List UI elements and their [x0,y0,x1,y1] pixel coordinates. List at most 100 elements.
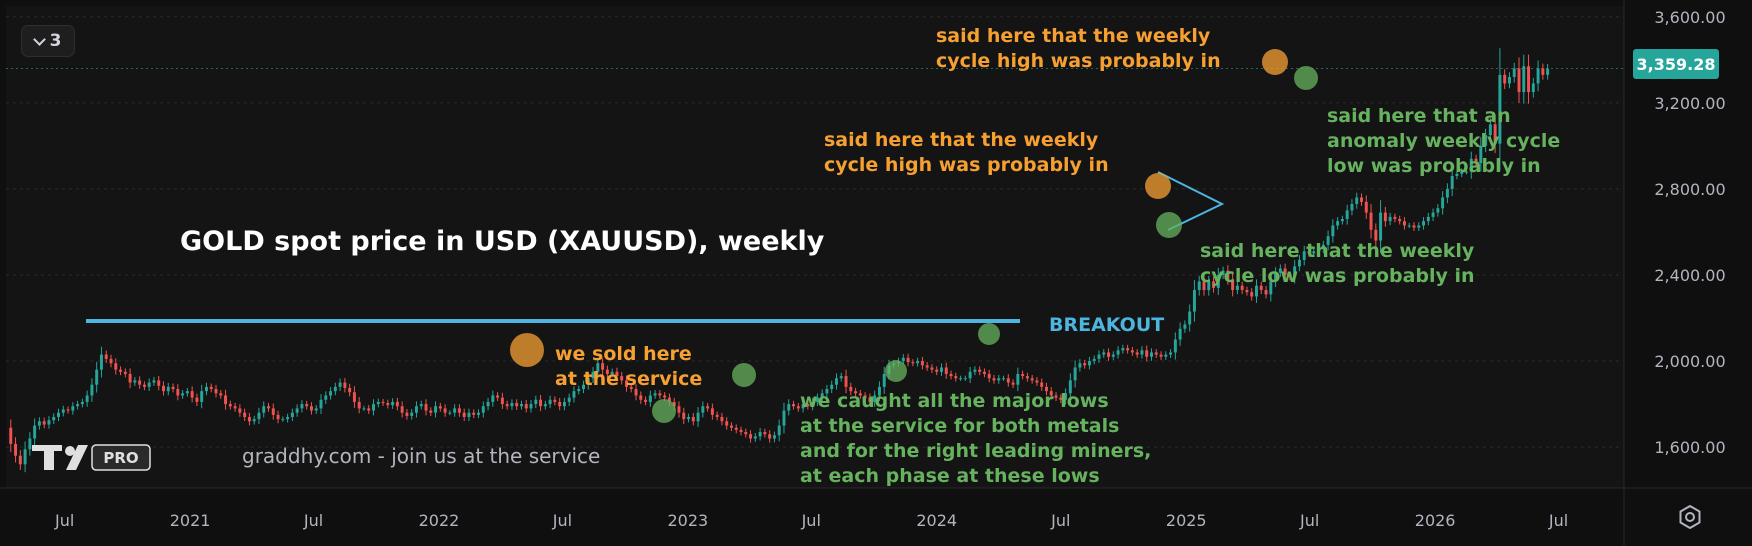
candle-body [1517,68,1521,93]
price-tick-label: 2,800.00 [1654,180,1725,199]
candle-body [400,406,404,413]
candle-body [1145,350,1149,357]
candle-body [753,436,757,439]
candle-body [768,434,772,439]
candle-body [1169,352,1173,355]
candle-body [405,412,409,416]
time-tick-label: Jul [1299,511,1319,530]
candle-body [224,395,228,405]
candle-body [796,406,800,409]
time-tick-label: 2025 [1166,511,1207,530]
candle-body [1417,225,1421,228]
candle-body [906,357,910,363]
candle-body [548,399,552,405]
low-marker [978,323,1000,345]
candle-body [333,386,337,392]
price-tick-label: 3,200.00 [1654,94,1725,113]
time-tick-label: 2026 [1415,511,1456,530]
annotation-cycle-high: said here that the weekly cycle high was … [824,129,1109,176]
candle-body [873,395,877,402]
candle-body [696,412,700,422]
candle-body [462,412,466,417]
candle-body [1064,393,1068,400]
candle-body [825,389,829,394]
candle-body [792,404,796,407]
triangle-pattern [1157,171,1225,231]
candle-body [577,389,581,392]
candle-body [1130,350,1134,353]
candle-body [1507,77,1511,84]
candle-body [443,408,447,413]
candle-body [119,369,123,372]
candle-body [772,435,776,439]
candle-body [52,416,56,421]
candle-body [1527,66,1531,93]
candle-body [1073,367,1077,381]
candle-body [1192,290,1196,312]
candle-body [839,376,843,379]
candle-body [1002,378,1006,380]
candle-body [90,384,94,396]
candle-body [787,404,791,411]
candle-body [1035,380,1039,383]
candle-body [539,399,543,407]
candle-body [1183,324,1187,329]
candle-body [624,380,628,387]
time-tick-label: 2022 [419,511,460,530]
candle-body [1135,352,1139,355]
candle-body [95,369,99,385]
candle-body [658,393,662,396]
candle-body [267,406,270,409]
candle-body [701,406,705,413]
interval-selector-button[interactable]: 3 [21,25,75,57]
candle-body [204,386,208,392]
candle-body [309,406,313,411]
candle-body [171,386,175,390]
candle-body [601,363,605,370]
candle-body [1312,251,1316,254]
candle-body [1173,339,1177,353]
candle-body [558,401,562,407]
candle-body [749,434,753,439]
candle-body [1536,68,1540,84]
candle-body [1288,274,1292,278]
candle-body [615,371,619,377]
candle-body [1460,171,1464,174]
candle-body [28,438,32,450]
candle-body [1078,363,1082,368]
candle-body [262,406,266,413]
candle-body [1331,225,1335,237]
candle-body [715,414,719,417]
candle-body [391,401,395,406]
candle-body [916,361,920,364]
candle-body [438,406,442,409]
candle-body [1278,268,1282,273]
logo-v-shape [66,445,88,470]
candle-body [1202,281,1206,291]
time-tick-label: Jul [801,511,821,530]
chart-title: GOLD spot price in USD (XAUUSD), weekly [180,226,825,257]
candle-body [515,403,519,407]
candle-body [1221,270,1225,275]
price-tick-label: 1,600.00 [1654,438,1725,457]
low-marker [885,360,907,382]
candle-body [834,378,838,385]
candle-body [305,404,309,407]
candle-body [1126,348,1130,351]
candle-body [1255,285,1258,297]
gear-icon[interactable] [1677,504,1703,530]
candle-body [710,408,714,415]
candle-body [1016,373,1020,385]
candle-body [968,371,972,379]
plot-area [6,6,1624,488]
candle-body [1493,124,1497,144]
candle-body [1197,281,1201,291]
candle-body [37,421,41,426]
candle-body [1469,158,1473,172]
candle-body [1159,354,1163,357]
candle-body [1336,221,1340,226]
candle-body [252,419,256,422]
candle-body [486,401,490,407]
candle-body [920,361,924,366]
